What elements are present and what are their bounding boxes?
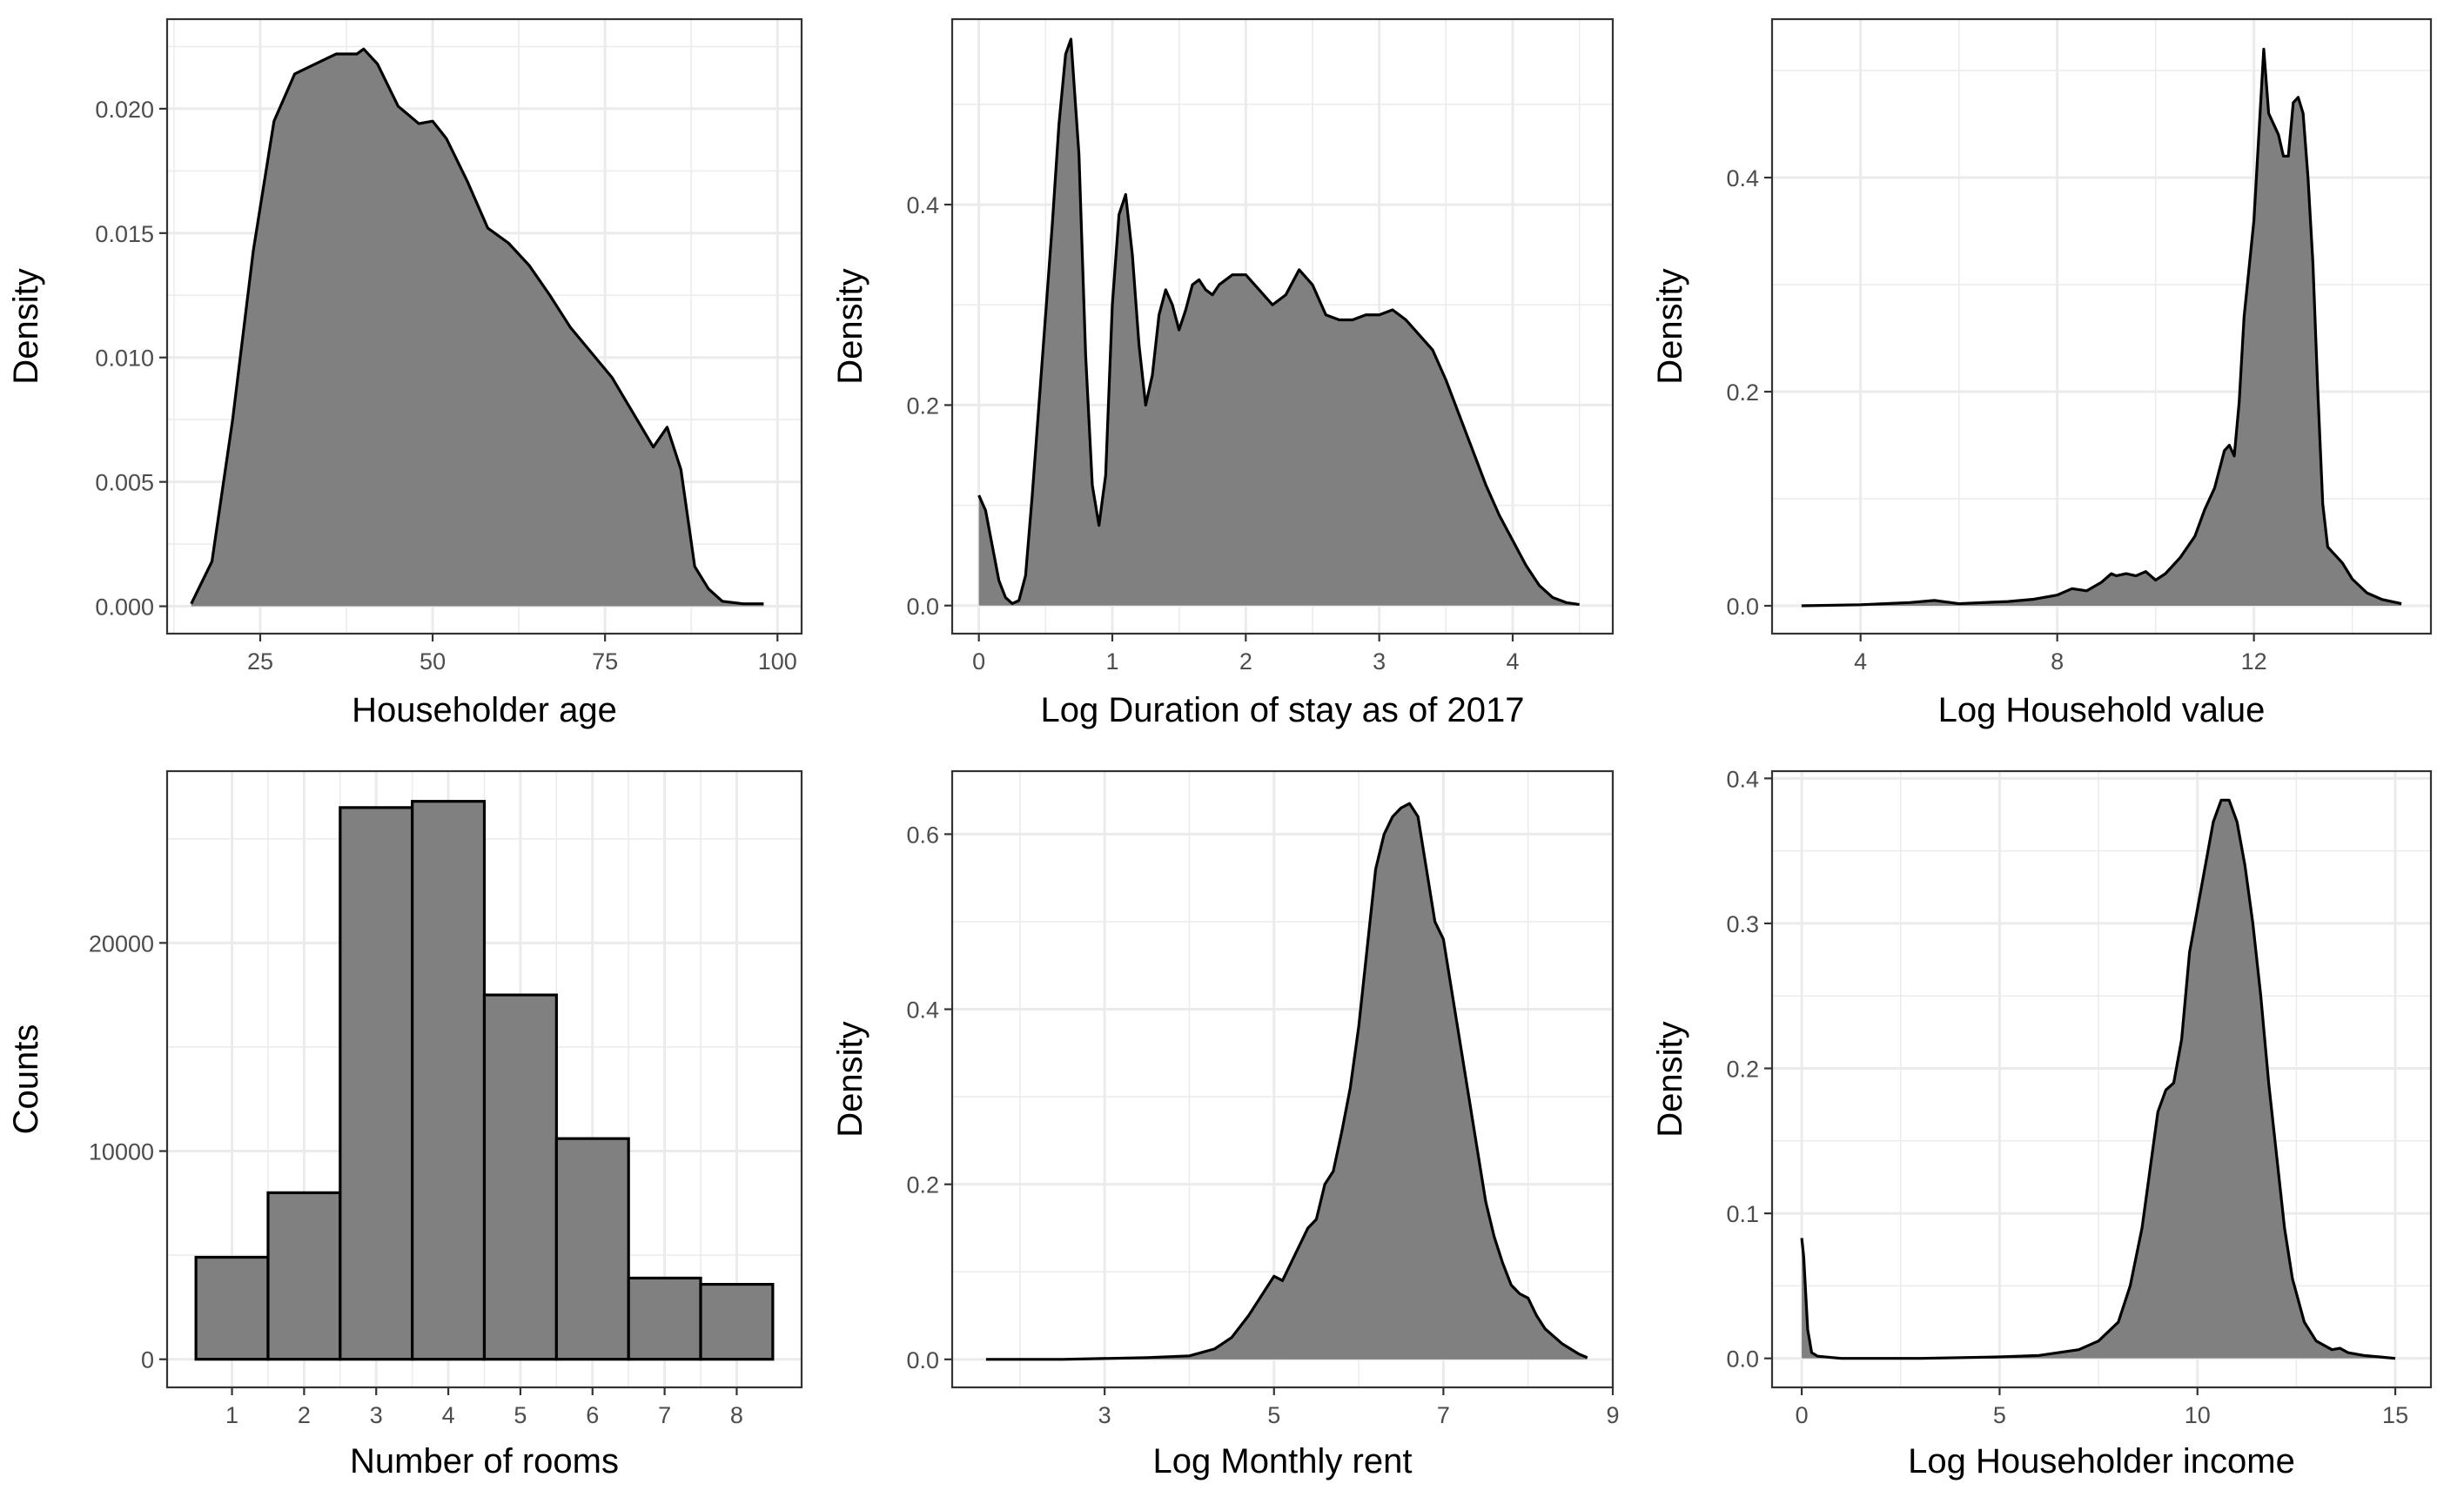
x-tick-label: 4: [442, 1402, 455, 1428]
panel-border: [950, 17, 1615, 635]
bar-2: [266, 1191, 342, 1361]
x-tick-label: 12: [2241, 648, 2267, 675]
density-line: [1801, 47, 2402, 608]
y-tick-label: 0.010: [95, 346, 154, 372]
x-tick-label: 8: [730, 1402, 743, 1428]
y-tick-label: 0.020: [95, 97, 154, 123]
x-tick-label: 1: [1105, 648, 1118, 675]
bar-1: [194, 1255, 270, 1361]
y-tick-label: 0.2: [906, 1172, 939, 1198]
y-tick-label: 0.0: [1726, 1346, 1759, 1373]
y-tick-label: 0.0: [906, 1347, 939, 1373]
bar-3: [339, 806, 414, 1361]
x-tick-label: 5: [1267, 1402, 1280, 1428]
panel-5: 3 5 7 9 0.0 0.2 0.4 0.6 Log Monthly rent Density: [831, 769, 1620, 1480]
x-tick-label: 50: [420, 648, 446, 675]
x-tick-label: 100: [758, 648, 797, 675]
x-tick-label: 10: [2185, 1402, 2211, 1428]
x-tick-label: 7: [1437, 1402, 1450, 1428]
x-tick-label: 3: [1098, 1402, 1111, 1428]
y-axis-title: Density: [831, 1021, 869, 1137]
x-axis-title: Number of rooms: [350, 1442, 619, 1480]
density-line: [985, 802, 1588, 1361]
y-axis-title: Density: [7, 268, 45, 384]
bar-5: [482, 993, 558, 1361]
density-area: [985, 803, 1588, 1360]
y-tick-label: 0.000: [95, 594, 154, 621]
x-tick-label: 5: [514, 1402, 527, 1428]
density-area: [1801, 49, 2402, 607]
x-tick-label: 7: [658, 1402, 671, 1428]
y-tick-label: 0.2: [1726, 379, 1759, 406]
x-tick-label: 0: [1796, 1402, 1809, 1428]
bar-6: [554, 1137, 630, 1361]
x-tick-label: 15: [2382, 1402, 2408, 1428]
bar-8: [699, 1283, 775, 1361]
x-tick-label: 1: [225, 1402, 238, 1428]
y-tick-label: 0.005: [95, 470, 154, 496]
x-tick-label: 4: [1854, 648, 1867, 675]
y-tick-label: 0.0: [906, 594, 939, 620]
x-axis-title: Householder age: [352, 691, 617, 729]
x-tick-label: 3: [370, 1402, 383, 1428]
density-area: [978, 39, 1580, 606]
panel-border: [1770, 17, 2433, 635]
y-axis-title: Density: [1651, 268, 1689, 384]
x-tick-label: 25: [247, 648, 273, 675]
density-area: [1802, 800, 2396, 1359]
panel-border: [950, 769, 1615, 1389]
x-tick-label: 8: [2051, 648, 2064, 675]
y-axis-title: Density: [1651, 1021, 1689, 1137]
panel-1: 25 50 75 100 0.000 0.005 0.010 0.015 0.020 Househ…: [7, 17, 803, 729]
x-tick-label: 0: [972, 648, 985, 675]
panel-6: 0 5 10 15 0.0 0.1 0.2 0.3 0.4 Log Householder inc…: [1651, 766, 2433, 1480]
panel-background: [1772, 771, 2431, 1387]
x-tick-label: 5: [1993, 1402, 2006, 1428]
x-tick-label: 75: [592, 648, 618, 675]
y-axis-title: Counts: [7, 1024, 45, 1135]
x-tick-label: 2: [298, 1402, 311, 1428]
x-tick-label: 9: [1606, 1402, 1619, 1428]
density-area: [191, 49, 764, 607]
x-tick-label: 4: [1506, 648, 1519, 675]
panel-border: [1770, 769, 2433, 1389]
x-tick-label: 2: [1239, 648, 1252, 675]
y-tick-label: 0.2: [906, 393, 939, 419]
x-tick-label: 3: [1373, 648, 1386, 675]
y-tick-label: 0.4: [906, 192, 939, 218]
y-tick-label: 0.2: [1726, 1057, 1759, 1083]
density-line: [190, 47, 764, 606]
x-axis-title: Log Household value: [1938, 691, 2266, 729]
x-axis-title: Log Householder income: [1908, 1442, 2295, 1480]
y-tick-label: 0.6: [906, 822, 939, 848]
panel-2: 0 1 2 3 4 0.0 0.2 0.4 Log Duration of stay as of…: [831, 17, 1615, 729]
bar-4: [411, 800, 487, 1361]
density-line: [977, 37, 1580, 607]
x-tick-label: 6: [586, 1402, 599, 1428]
panel-border: [165, 17, 803, 635]
y-tick-label: 0.1: [1726, 1201, 1759, 1227]
y-tick-label: 0.4: [1726, 766, 1759, 792]
density-line: [1800, 798, 2396, 1360]
y-tick-label: 20000: [89, 930, 154, 957]
y-tick-label: 0.0: [1726, 594, 1759, 620]
y-tick-label: 0: [141, 1347, 154, 1373]
y-axis-title: Density: [831, 268, 869, 384]
x-axis-title: Log Duration of stay as of 2017: [1041, 691, 1525, 729]
panel-4: 1 2 3 4 5 6 7 8 0 10000 20000 Number of rooms Counts: [7, 769, 803, 1480]
y-tick-label: 0.3: [1726, 911, 1759, 937]
y-tick-label: 0.4: [1726, 165, 1759, 191]
y-tick-label: 0.4: [906, 997, 939, 1024]
x-axis-title: Log Monthly rent: [1153, 1442, 1413, 1480]
bar-7: [627, 1276, 702, 1361]
panel-3: 4 8 12 0.0 0.2 0.4 Log Household value Density: [1651, 17, 2433, 729]
y-tick-label: 0.015: [95, 221, 154, 247]
panel-border: [165, 769, 803, 1389]
y-tick-label: 10000: [89, 1139, 154, 1165]
panel-background: [1772, 19, 2431, 634]
